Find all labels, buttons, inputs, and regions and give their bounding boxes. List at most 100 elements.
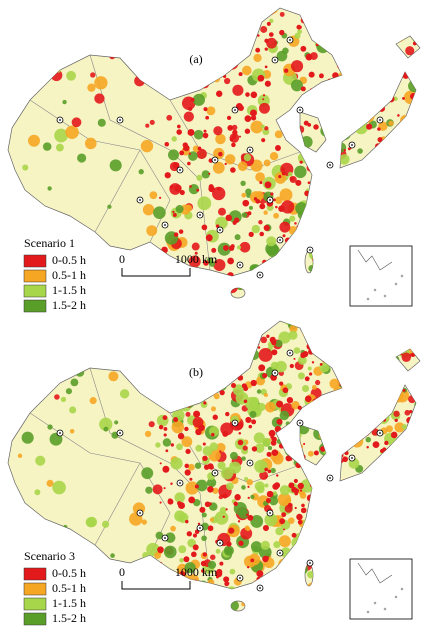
zone-blob <box>217 461 226 470</box>
zone-core <box>328 260 335 267</box>
zone-core <box>176 129 182 135</box>
zone-blob <box>384 392 398 405</box>
zone-core <box>309 410 313 413</box>
zone-core <box>400 506 403 509</box>
zone-blob <box>260 25 268 33</box>
zone-core <box>247 332 253 337</box>
zone-core <box>276 418 283 425</box>
zone-blob <box>275 527 284 536</box>
zone-core <box>261 138 266 143</box>
zone-core <box>266 21 271 26</box>
zone-blob <box>324 353 330 358</box>
zone-core <box>164 141 170 147</box>
zone-blob <box>336 588 342 594</box>
zone-core <box>262 94 266 97</box>
zone-blob <box>258 590 267 600</box>
zone-core <box>367 19 375 27</box>
zone-blob <box>398 143 409 154</box>
zone-core <box>215 367 221 373</box>
zone-core <box>296 513 303 521</box>
zone-blob <box>60 396 67 403</box>
zone-core <box>244 128 251 134</box>
zone-blob <box>271 256 284 269</box>
zone-core <box>327 445 334 452</box>
city-dot <box>164 224 166 226</box>
zone-blob <box>228 352 238 361</box>
zone-core <box>301 418 304 421</box>
zone-blob <box>398 212 411 225</box>
zone-blob <box>389 365 401 377</box>
zone-blob <box>367 477 379 490</box>
zone-core <box>274 145 281 152</box>
zone-core <box>250 109 257 117</box>
zone-blob <box>400 114 411 126</box>
zone-core <box>288 423 294 430</box>
zone-blob <box>337 339 349 351</box>
zone-blob <box>341 115 349 124</box>
zone-core <box>413 340 416 343</box>
zone-core <box>354 520 360 526</box>
zone-blob <box>200 295 211 298</box>
inset-island <box>383 294 387 298</box>
zone-core <box>274 425 282 433</box>
zone-core <box>316 350 320 354</box>
zone-blob <box>174 58 182 65</box>
zone-blob <box>264 126 269 131</box>
zone-core <box>215 570 223 578</box>
zone-core <box>366 446 369 449</box>
zone-core <box>238 540 244 546</box>
zone-core <box>196 188 200 192</box>
zone-blob <box>414 12 420 20</box>
zone-core <box>364 398 371 405</box>
zone-blob <box>372 175 380 183</box>
zone-core <box>173 232 179 237</box>
zone-blob <box>335 250 342 257</box>
zone-blob <box>213 63 224 74</box>
zone-blob <box>317 148 324 154</box>
zone-blob <box>250 120 264 134</box>
zone-blob <box>363 486 369 492</box>
zone-core <box>234 217 240 223</box>
zone-blob <box>308 531 321 544</box>
zone-blob <box>208 349 223 363</box>
zone-blob <box>281 200 295 214</box>
zone-blob <box>175 205 184 214</box>
zone-blob <box>214 17 223 26</box>
zone-core <box>300 507 307 514</box>
zone-blob <box>350 362 365 377</box>
zone-blob <box>235 391 249 405</box>
scale-end: 1000 km <box>175 565 218 579</box>
zone-core <box>201 569 205 573</box>
zone-blob <box>24 219 34 229</box>
zone-blob <box>409 514 419 525</box>
zone-core <box>339 429 344 433</box>
zone-core <box>228 245 235 251</box>
zone-core <box>217 187 221 191</box>
zone-core <box>164 383 171 390</box>
zone-blob <box>344 212 350 218</box>
zone-core <box>189 477 193 481</box>
scale-start: 0 <box>119 565 125 579</box>
zone-blob <box>407 545 412 550</box>
zone-blob <box>282 279 289 286</box>
zone-blob <box>278 331 291 344</box>
zone-blob <box>365 40 374 49</box>
zone-core <box>207 525 214 532</box>
zone-blob <box>380 398 386 404</box>
zone-blob <box>76 356 86 366</box>
zone-core <box>279 381 284 386</box>
zone-core <box>338 38 344 44</box>
zone-core <box>187 128 195 136</box>
zone-blob <box>341 389 354 403</box>
zone-core <box>286 596 294 604</box>
zone-core <box>180 34 187 41</box>
zone-blob <box>328 531 337 541</box>
zone-core <box>219 450 222 453</box>
zone-core <box>167 52 174 58</box>
zone-core <box>275 205 278 209</box>
legend-swatch <box>23 269 47 283</box>
legend-label: 0.5-1 h <box>52 581 86 595</box>
zone-core <box>332 72 339 79</box>
zone-blob <box>272 491 278 496</box>
zone-blob <box>210 8 221 12</box>
